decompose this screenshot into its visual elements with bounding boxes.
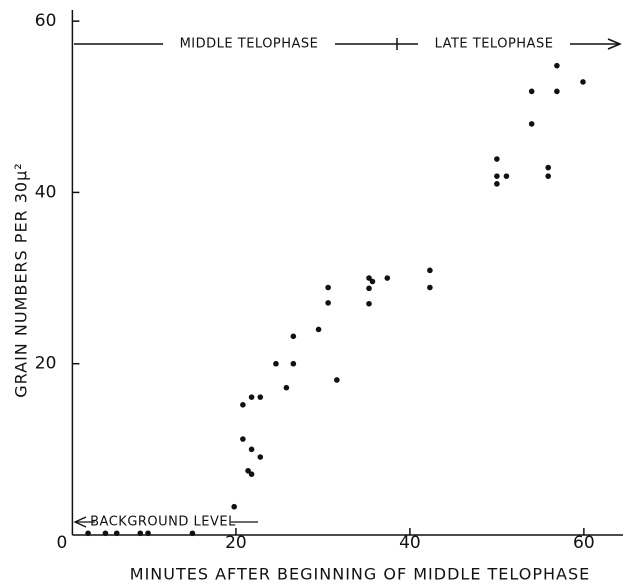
x-axis-label: MINUTES AFTER BEGINNING OF MIDDLE TELOPH… [130,565,590,584]
point [137,530,144,537]
point [248,471,255,477]
arrow-head [73,516,87,528]
point [325,284,331,291]
point [554,62,560,69]
point [283,384,290,391]
x-tick-label: 0 [57,533,68,553]
point [325,300,331,306]
label-bg [95,514,231,530]
point [580,79,586,85]
x-tick-label: 60 [573,533,595,553]
point [189,530,196,537]
point [113,530,120,537]
y-tick-label: 60 [35,11,57,31]
point [494,173,500,179]
point [334,377,340,383]
arrow-head [607,38,622,50]
point [315,326,322,333]
point [273,360,279,367]
point [85,530,91,537]
annotation: BACKGROUND LEVEL [90,515,236,530]
point [366,285,372,292]
point [503,173,510,179]
point [427,284,433,291]
y-tick-label: 40 [35,182,57,202]
annotation: MIDDLE TELOPHASE [180,37,319,52]
point [369,278,376,285]
x-tick-label: 40 [399,533,421,553]
point [248,394,255,400]
point [290,333,297,340]
y-axis-label: GRAIN NUMBERS PER 30µ² [12,162,31,397]
point [102,530,109,537]
point [231,503,237,510]
point [257,454,264,460]
label-bg [163,35,335,53]
point [240,402,246,408]
point [554,88,560,95]
point [366,300,372,307]
annotation: LATE TELOPHASE [435,37,554,52]
y-tick-label: 20 [35,354,57,374]
point [528,121,535,127]
point [290,360,297,367]
point [257,394,264,400]
point [384,275,391,281]
point [494,156,500,162]
x-tick-label: 20 [225,533,247,553]
point [545,173,551,179]
point [240,436,246,442]
point [245,467,251,474]
point [528,88,535,95]
point [427,267,433,274]
point [248,446,255,453]
point [494,181,500,187]
point [145,530,151,537]
label-bg [418,35,570,53]
point [366,275,372,281]
point [545,164,551,171]
